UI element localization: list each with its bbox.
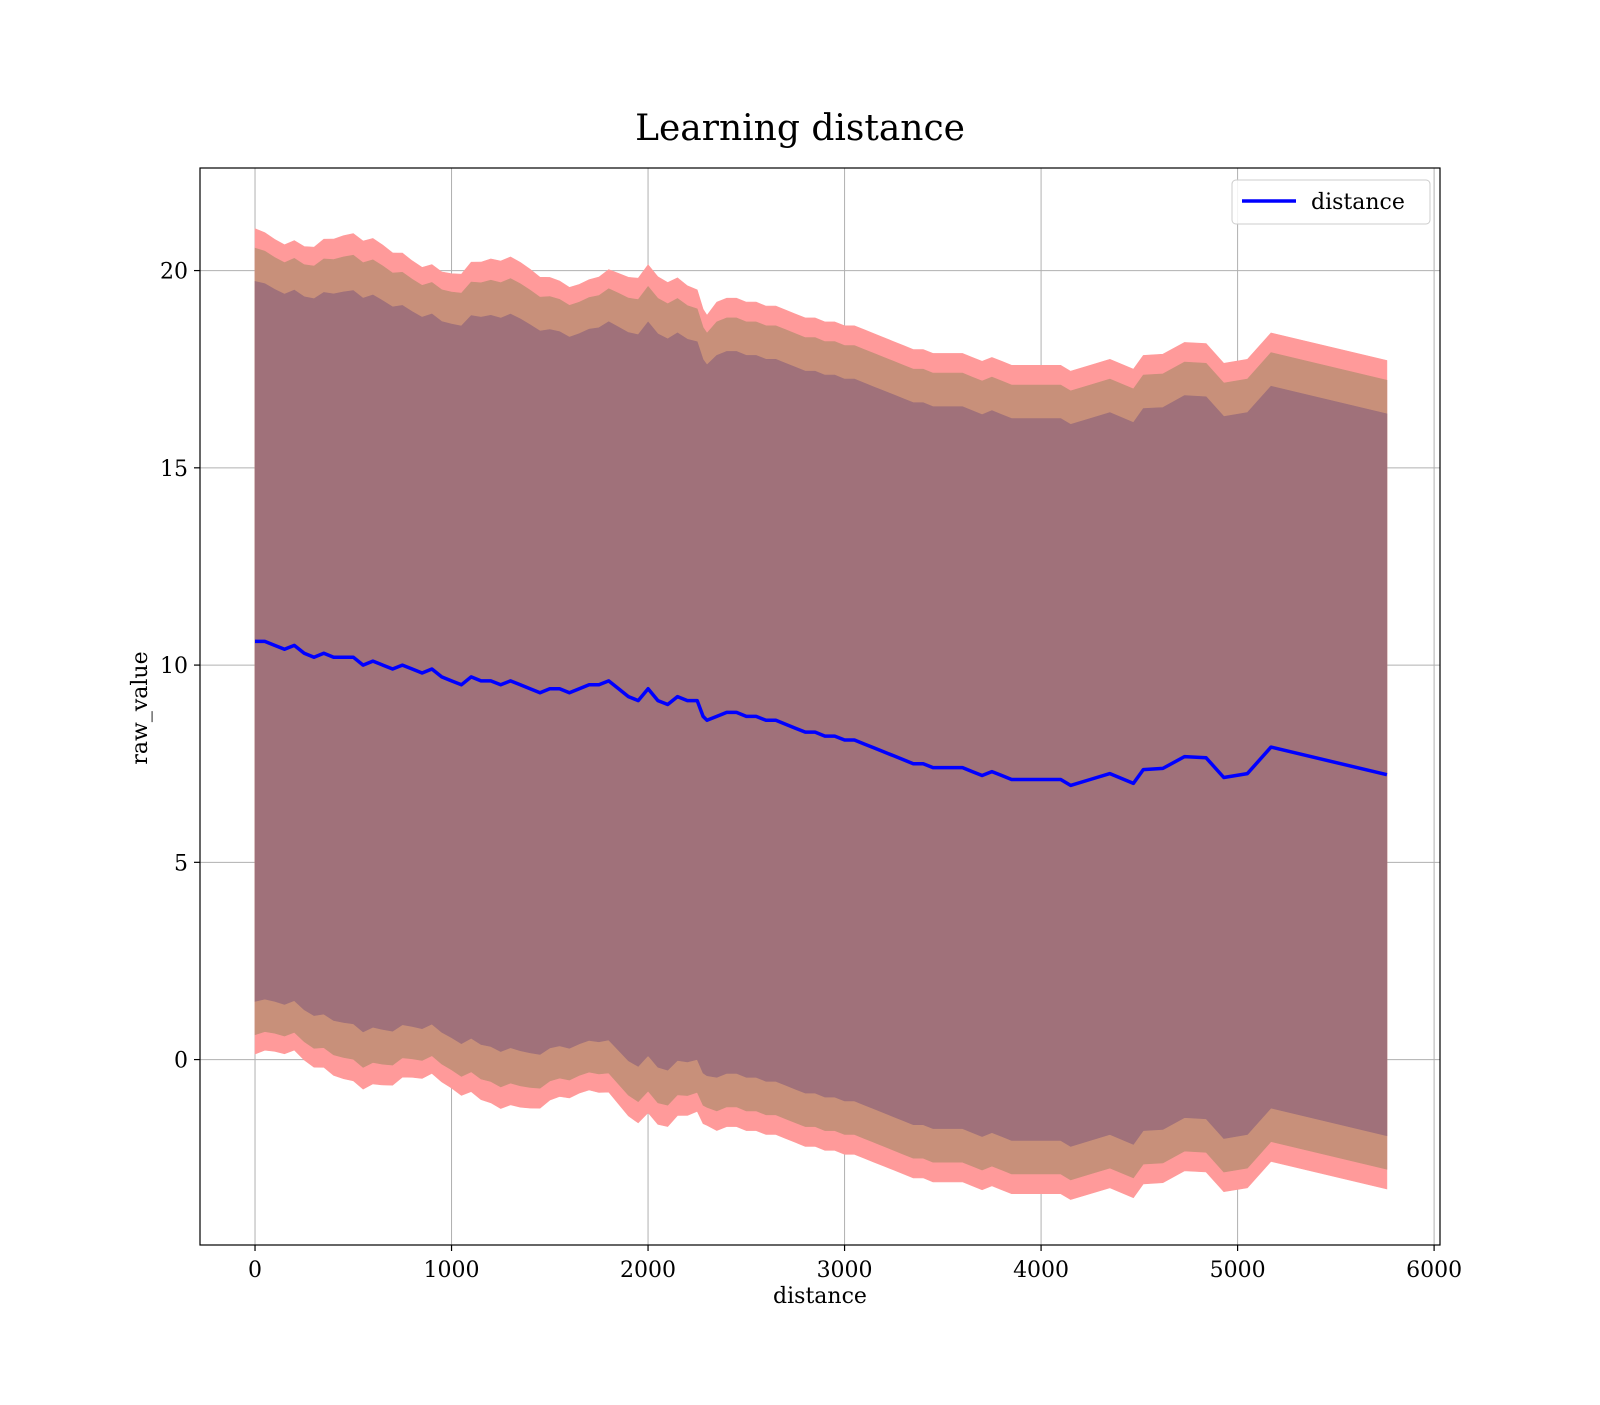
legend-label-distance: distance — [1311, 190, 1405, 215]
x-axis-label: distance — [773, 1284, 867, 1309]
series-line-distance — [255, 639, 1388, 788]
y-tick-label: 10 — [160, 654, 188, 679]
line-layer — [255, 639, 1388, 788]
chart-title: Learning distance — [635, 108, 965, 149]
x-tick-label: 0 — [248, 1258, 262, 1283]
x-tick-label: 2000 — [620, 1258, 676, 1283]
legend-box — [1231, 179, 1431, 225]
x-axis: 0 1000 2000 3000 4000 5000 6000 — [248, 1245, 1462, 1283]
y-tick-label: 15 — [160, 457, 188, 482]
x-tick-label: 6000 — [1406, 1258, 1462, 1283]
band-layer — [254, 228, 1388, 1200]
band-inner — [254, 281, 1388, 1147]
y-tick-label: 5 — [174, 851, 188, 876]
x-tick-label: 3000 — [817, 1258, 873, 1283]
x-tick-label: 4000 — [1013, 1258, 1069, 1283]
y-axis: 0 5 10 15 20 — [160, 260, 200, 1074]
x-tick-label: 1000 — [424, 1258, 480, 1283]
legend: distance — [1231, 179, 1431, 225]
plot-frame — [199, 167, 1441, 1246]
y-tick-label: 0 — [174, 1049, 188, 1074]
y-axis-label: raw_value — [128, 651, 153, 764]
x-tick-label: 5000 — [1210, 1258, 1266, 1283]
y-tick-label: 20 — [160, 260, 188, 285]
